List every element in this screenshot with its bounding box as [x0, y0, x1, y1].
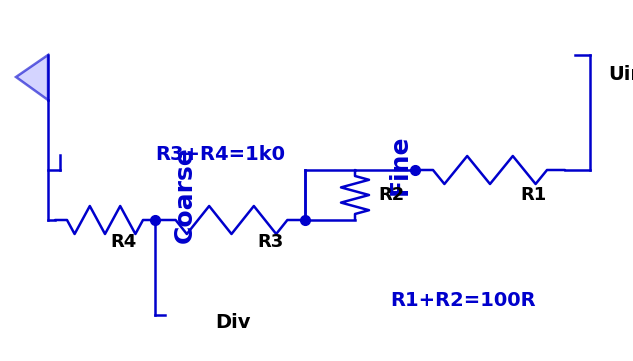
Text: Uin: Uin — [608, 65, 633, 84]
Text: R1+R2=100R: R1+R2=100R — [390, 291, 536, 309]
Text: Div: Div — [215, 313, 251, 332]
Text: R1: R1 — [520, 186, 546, 204]
Text: R3: R3 — [257, 233, 283, 251]
Text: R3+R4=1k0: R3+R4=1k0 — [155, 145, 285, 165]
Text: R2: R2 — [378, 186, 404, 204]
Text: Fine: Fine — [388, 135, 412, 195]
Text: R4: R4 — [110, 233, 136, 251]
Text: Coarse: Coarse — [173, 147, 197, 243]
Polygon shape — [16, 55, 48, 100]
